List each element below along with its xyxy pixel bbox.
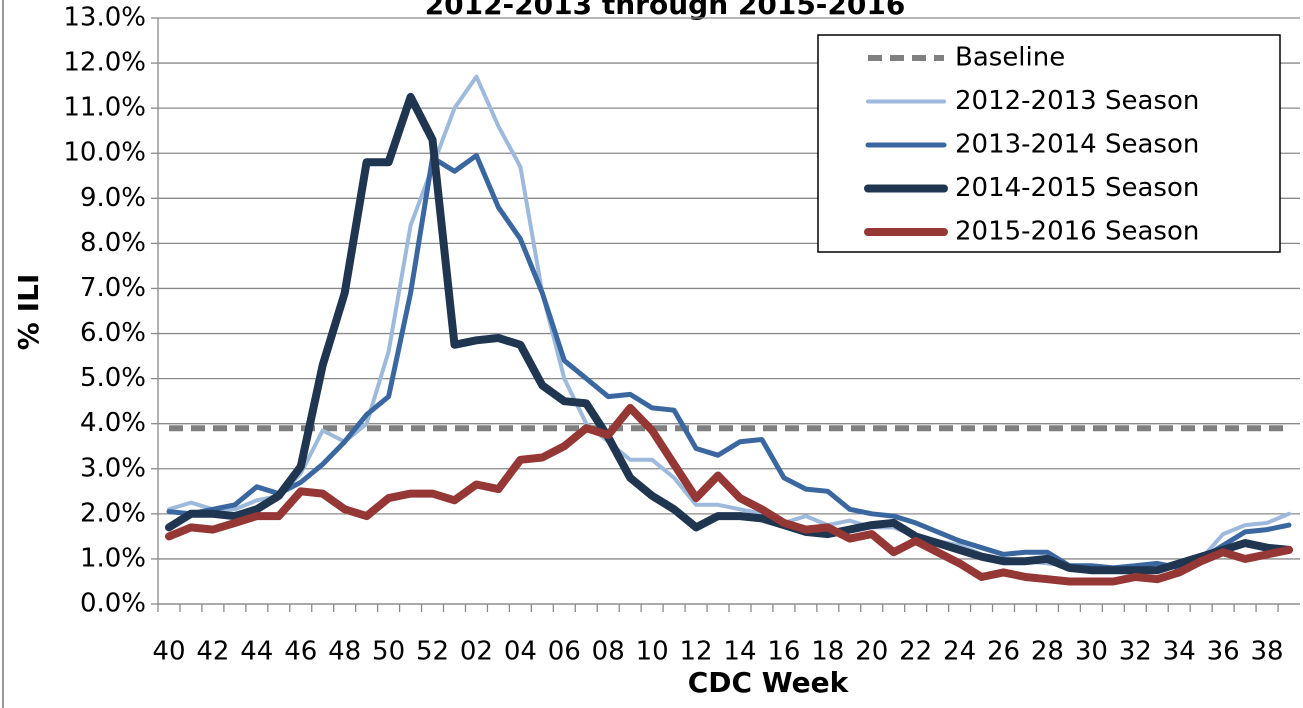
legend-label: 2012-2013 Season bbox=[955, 86, 1199, 116]
x-tick-label: 52 bbox=[416, 637, 449, 667]
x-tick-label: 14 bbox=[723, 637, 756, 667]
x-tick-label: 42 bbox=[196, 637, 229, 667]
y-tick-label: 2.0% bbox=[80, 498, 146, 528]
x-tick-label: 26 bbox=[987, 637, 1020, 667]
x-tick-label: 38 bbox=[1251, 637, 1284, 667]
y-axis-title: % ILI bbox=[12, 274, 45, 350]
legend-label: 2014-2015 Season bbox=[955, 173, 1199, 203]
x-tick-label: 28 bbox=[1031, 637, 1064, 667]
y-tick-label: 7.0% bbox=[80, 273, 146, 303]
chart-title: 2012-2013 through 2015-2016 bbox=[425, 0, 906, 21]
x-tick-label: 50 bbox=[372, 637, 405, 667]
x-tick-label: 08 bbox=[592, 637, 625, 667]
x-tick-label: 16 bbox=[767, 637, 800, 667]
y-tick-label: 11.0% bbox=[63, 93, 146, 123]
series-line bbox=[165, 403, 1293, 586]
x-tick-label: 24 bbox=[943, 637, 976, 667]
y-tick-label: 4.0% bbox=[80, 408, 146, 438]
x-tick-label: 18 bbox=[811, 637, 844, 667]
legend-label: Baseline bbox=[955, 43, 1065, 73]
x-tick-label: 40 bbox=[152, 637, 185, 667]
y-tick-label: 5.0% bbox=[80, 363, 146, 393]
y-tick-label: 12.0% bbox=[63, 48, 146, 78]
x-tick-label: 34 bbox=[1163, 637, 1196, 667]
y-tick-label: 8.0% bbox=[80, 228, 146, 258]
y-tick-label: 1.0% bbox=[80, 543, 146, 573]
x-tick-label: 06 bbox=[548, 637, 581, 667]
x-tick-label: 10 bbox=[636, 637, 669, 667]
legend-label: 2013-2014 Season bbox=[955, 130, 1199, 160]
x-tick-label: 48 bbox=[328, 637, 361, 667]
series-line bbox=[165, 92, 1293, 575]
x-tick-label: 02 bbox=[460, 637, 493, 667]
y-tick-label: 6.0% bbox=[80, 318, 146, 348]
y-tick-label: 3.0% bbox=[80, 453, 146, 483]
x-tick-label: 22 bbox=[899, 637, 932, 667]
x-tick-label: 44 bbox=[240, 637, 273, 667]
legend-label: 2015-2016 Season bbox=[955, 217, 1199, 247]
x-tick-label: 04 bbox=[504, 637, 537, 667]
x-tick-label: 36 bbox=[1207, 637, 1240, 667]
y-tick-label: 9.0% bbox=[80, 183, 146, 213]
x-tick-label: 30 bbox=[1075, 637, 1108, 667]
x-axis-title: CDC Week bbox=[688, 666, 850, 699]
y-tick-label: 0.0% bbox=[80, 589, 146, 619]
x-tick-label: 20 bbox=[855, 637, 888, 667]
x-tick-label: 32 bbox=[1119, 637, 1152, 667]
x-tick-label: 12 bbox=[680, 637, 713, 667]
y-tick-label: 10.0% bbox=[63, 138, 146, 168]
y-tick-label: 13.0% bbox=[63, 3, 146, 33]
x-tick-label: 46 bbox=[284, 637, 317, 667]
